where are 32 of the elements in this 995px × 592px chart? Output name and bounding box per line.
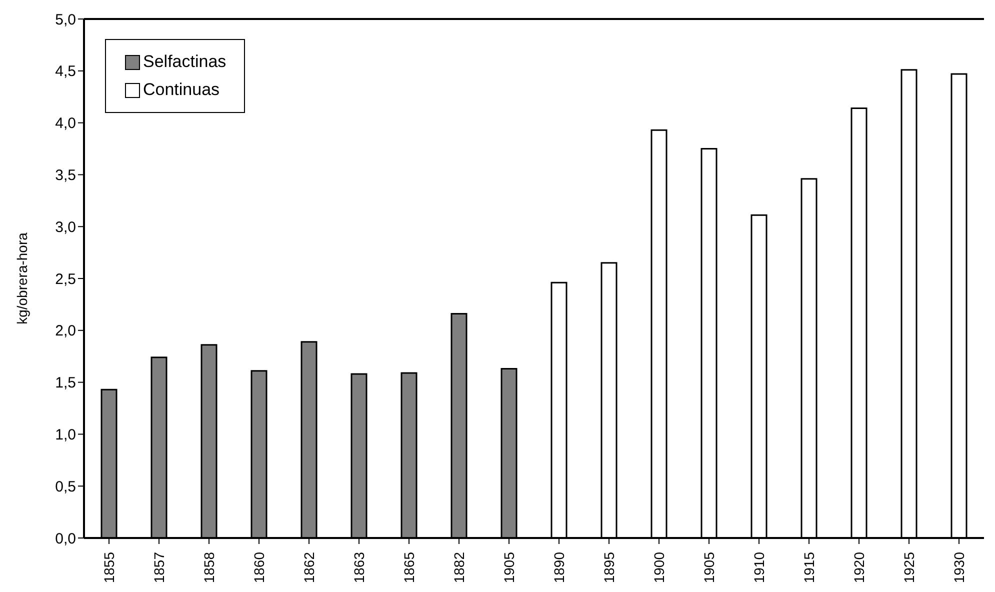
x-tick-label: 1920: [851, 552, 867, 584]
legend-label: Selfactinas: [143, 52, 226, 72]
y-tick-label: 3,0: [55, 218, 76, 236]
x-tick-label: 1858: [201, 552, 217, 584]
y-tick-label: 1,5: [55, 374, 76, 392]
y-tick-label: 2,5: [55, 270, 76, 288]
y-tick-label: 2,0: [55, 322, 76, 340]
y-tick-label: 4,5: [55, 63, 76, 80]
x-tick-label: 1900: [651, 552, 667, 584]
y-tick-label: 5,0: [55, 11, 76, 28]
legend-label: Continuas: [143, 80, 220, 100]
x-tick-label: 1905: [701, 552, 717, 584]
y-tick-label: 0,0: [55, 530, 76, 548]
x-tick-label: 1925: [901, 552, 917, 584]
x-tick-label: 1910: [751, 552, 767, 584]
x-tick-label: 1915: [801, 552, 817, 584]
y-tick-label: 1,0: [55, 426, 76, 444]
x-tick-label: 1930: [951, 552, 967, 584]
x-tick-label: 1862: [301, 552, 317, 584]
x-tick-label: 1855: [101, 552, 117, 584]
y-tick-label: 0,5: [55, 478, 76, 496]
y-tick-label: 3,5: [55, 167, 76, 184]
x-tick-label: 1882: [451, 552, 467, 584]
y-axis-title: kg/obrera-hora: [14, 232, 30, 324]
x-tick-label: 1857: [151, 552, 167, 584]
x-tick-label: 1890: [551, 552, 567, 584]
x-tick-label: 1895: [601, 552, 617, 584]
x-tick-label: 1863: [351, 552, 367, 584]
x-tick-label: 1865: [401, 552, 417, 584]
y-tick-label: 4,0: [55, 115, 76, 132]
x-tick-label: 1860: [251, 552, 267, 584]
x-tick-label: 1905: [501, 552, 517, 584]
